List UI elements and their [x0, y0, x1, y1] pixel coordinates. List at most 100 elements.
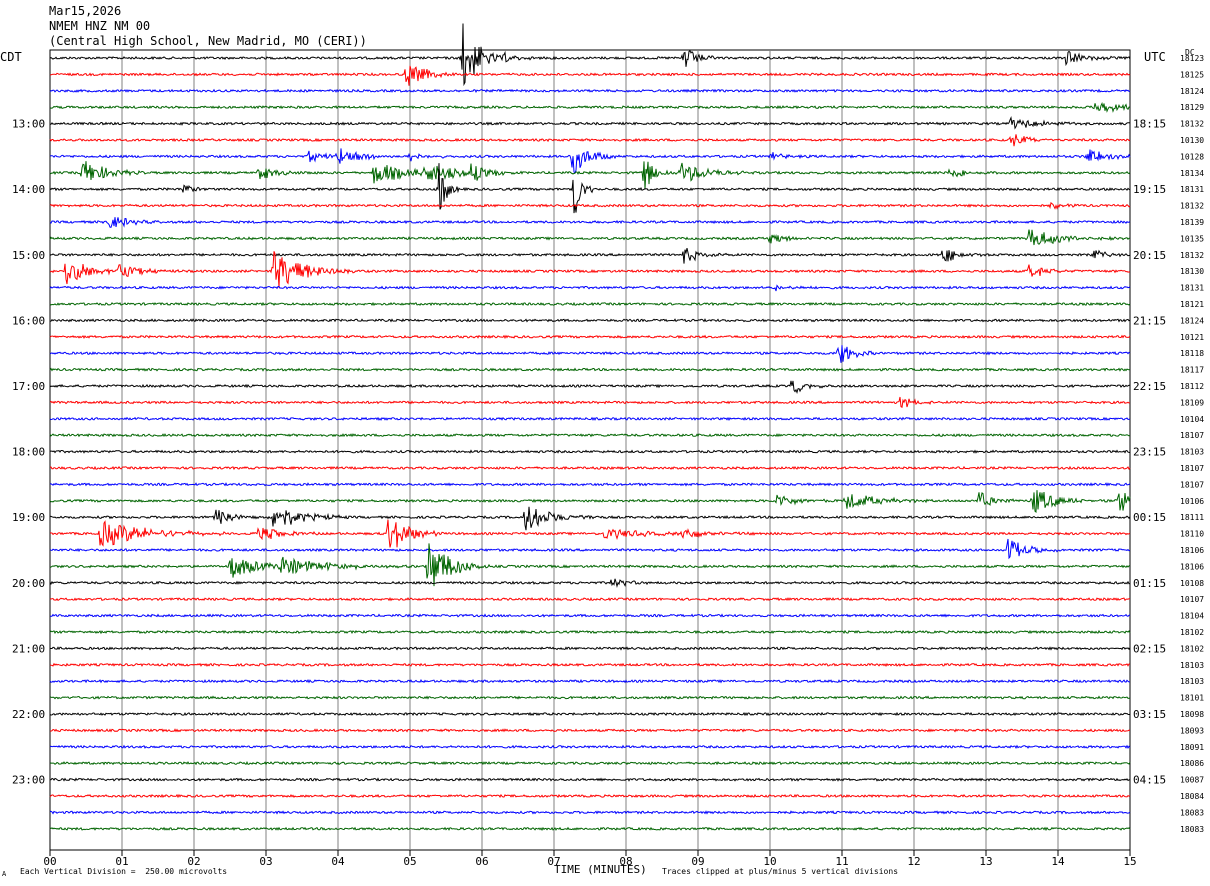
- cdt-hour-label: 23:00: [12, 774, 45, 787]
- dc-offset-label: 18130: [1180, 267, 1204, 276]
- utc-hour-label: 23:15: [1133, 446, 1166, 459]
- seismic-trace: [49, 134, 1131, 147]
- dc-offset-label: 18117: [1180, 366, 1204, 375]
- utc-hour-label: 01:15: [1133, 577, 1166, 590]
- seismic-trace: [49, 538, 1131, 560]
- dc-offset-label: 18121: [1180, 300, 1204, 309]
- seismic-trace: [49, 115, 1131, 130]
- left-timezone-label: CDT: [0, 50, 22, 64]
- x-tick-label: 09: [691, 855, 704, 868]
- seismic-trace: [49, 695, 1131, 700]
- seismic-trace: [49, 506, 1131, 531]
- dc-offset-label: 18103: [1180, 661, 1204, 670]
- corner-mark: A: [2, 870, 7, 878]
- seismic-trace: [49, 646, 1131, 651]
- cdt-hour-label: 19:00: [12, 511, 45, 524]
- seismic-trace: [49, 201, 1131, 210]
- seismic-trace: [49, 334, 1131, 340]
- dc-offset-label: 18103: [1180, 448, 1204, 457]
- seismic-trace: [49, 416, 1131, 421]
- dc-offset-label: 18131: [1180, 185, 1204, 194]
- seismic-trace: [49, 163, 1131, 214]
- seismic-trace: [49, 578, 1131, 589]
- seismic-trace: [49, 65, 1131, 86]
- dc-offset-label: 18129: [1180, 103, 1204, 112]
- seismic-trace: [49, 102, 1131, 113]
- dc-offset-label: 10121: [1180, 333, 1204, 342]
- cdt-hour-label: 18:00: [12, 446, 45, 459]
- seismic-trace: [49, 251, 1131, 288]
- dc-offset-label: 18125: [1180, 70, 1204, 79]
- x-tick-label: 04: [331, 855, 345, 868]
- dc-offset-label: 18104: [1180, 612, 1204, 621]
- dc-offset-label: 18106: [1180, 562, 1204, 571]
- seismic-trace: [49, 810, 1131, 815]
- dc-offset-label: 10107: [1180, 595, 1204, 604]
- utc-hour-label: 18:15: [1133, 118, 1166, 131]
- dc-offset-label: 18083: [1180, 825, 1204, 834]
- x-tick-label: 14: [1051, 855, 1065, 868]
- x-tick-label: 01: [115, 855, 128, 868]
- dc-label: DC: [1185, 48, 1195, 57]
- seismic-trace: [49, 543, 1131, 587]
- dc-offset-label: 18107: [1180, 431, 1204, 440]
- dc-offset-label: 10128: [1180, 152, 1204, 161]
- seismic-trace: [49, 793, 1131, 799]
- utc-hour-label: 21:15: [1133, 314, 1166, 327]
- seismic-trace: [49, 465, 1131, 471]
- x-tick-label: 06: [475, 855, 488, 868]
- seismic-trace: [49, 247, 1131, 264]
- x-tick-label: 02: [187, 855, 200, 868]
- dc-offset-label: 18101: [1180, 694, 1204, 703]
- seismic-trace: [49, 301, 1131, 307]
- dc-offset-label: 18139: [1180, 218, 1204, 227]
- seismic-trace: [49, 597, 1130, 602]
- cdt-hour-label: 16:00: [12, 314, 45, 327]
- seismic-trace: [49, 761, 1131, 766]
- dc-offset-label: 18083: [1180, 808, 1204, 817]
- right-timezone-label: UTC: [1144, 50, 1166, 64]
- seismic-trace: [50, 519, 1131, 548]
- utc-hour-label: 02:15: [1133, 642, 1166, 655]
- dc-offset-label: 18118: [1180, 349, 1204, 358]
- cdt-hour-label: 13:00: [12, 118, 45, 131]
- dc-offset-label: 10130: [1180, 136, 1204, 145]
- seismic-trace: [49, 229, 1130, 246]
- dc-offset-label: 18091: [1180, 743, 1204, 752]
- seismic-trace: [49, 345, 1131, 363]
- dc-offset-label: 18107: [1180, 464, 1204, 473]
- scale-note: Each Vertical Division = 250.00 microvol…: [20, 867, 228, 876]
- seismic-trace: [49, 826, 1131, 832]
- dc-offset-label: 18102: [1180, 644, 1204, 653]
- cdt-hour-label: 21:00: [12, 642, 45, 655]
- dc-offset-label: 10087: [1180, 776, 1204, 785]
- dc-offset-label: 10108: [1180, 579, 1204, 588]
- seismic-trace: [49, 449, 1131, 454]
- cdt-hour-label: 17:00: [12, 380, 45, 393]
- dc-offset-label: 10106: [1180, 497, 1204, 506]
- dc-offset-label: 18103: [1180, 677, 1204, 686]
- seismic-trace: [49, 433, 1131, 438]
- plot-frame: [49, 49, 1131, 851]
- dc-offset-label: 18132: [1180, 120, 1204, 129]
- station-code: NMEM HNZ NM 00: [49, 19, 151, 33]
- utc-hour-label: 03:15: [1133, 708, 1166, 721]
- seismic-trace: [49, 23, 1131, 87]
- seismic-trace: [49, 728, 1131, 733]
- seismic-trace: [49, 744, 1131, 749]
- dc-offset-label: 18093: [1180, 726, 1204, 735]
- seismic-trace: [49, 678, 1131, 684]
- dc-offset-label: 18102: [1180, 628, 1204, 637]
- dc-offset-label: 18112: [1180, 382, 1204, 391]
- seismic-trace: [49, 161, 1131, 190]
- seismic-trace: [49, 284, 1131, 292]
- seismic-trace: [49, 490, 1131, 514]
- cdt-hour-label: 14:00: [12, 183, 45, 196]
- x-tick-label: 12: [907, 855, 920, 868]
- dc-offset-label: 10104: [1180, 415, 1204, 424]
- utc-hour-label: 04:15: [1133, 774, 1166, 787]
- seismic-trace: [49, 380, 1130, 394]
- dc-offset-label: 18134: [1180, 169, 1204, 178]
- x-tick-label: 05: [403, 855, 416, 868]
